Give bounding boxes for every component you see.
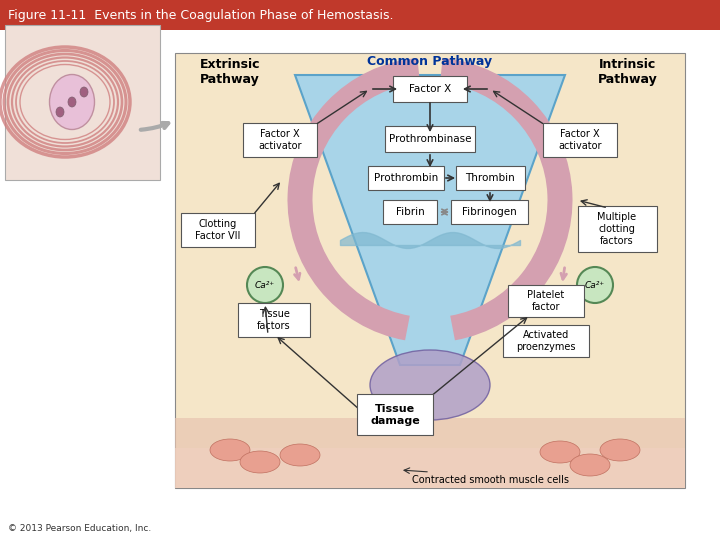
FancyBboxPatch shape [5,25,160,180]
Ellipse shape [600,439,640,461]
Text: © 2013 Pearson Education, Inc.: © 2013 Pearson Education, Inc. [8,523,151,532]
Text: Ca²⁺: Ca²⁺ [585,280,605,289]
Text: Common Pathway: Common Pathway [367,56,492,69]
Polygon shape [175,448,685,488]
FancyBboxPatch shape [578,206,657,252]
FancyBboxPatch shape [503,325,589,357]
Circle shape [577,267,613,303]
Polygon shape [175,418,685,488]
FancyBboxPatch shape [508,285,584,317]
Ellipse shape [68,97,76,107]
Text: Ca²⁺: Ca²⁺ [255,280,275,289]
FancyBboxPatch shape [393,76,467,102]
Text: Contracted smooth muscle cells: Contracted smooth muscle cells [412,475,569,485]
Ellipse shape [56,107,64,117]
Text: Factor X: Factor X [409,84,451,94]
Text: Fibrinogen: Fibrinogen [462,207,516,217]
Circle shape [247,267,283,303]
Text: Prothrombinase: Prothrombinase [389,134,472,144]
Text: Factor X
activator: Factor X activator [558,129,602,151]
Text: Extrinsic
Pathway: Extrinsic Pathway [199,58,260,86]
FancyBboxPatch shape [368,166,444,190]
FancyBboxPatch shape [175,53,685,488]
Ellipse shape [210,439,250,461]
Ellipse shape [540,441,580,463]
Text: Activated
proenzymes: Activated proenzymes [516,330,576,352]
Text: Thrombin: Thrombin [465,173,515,183]
FancyBboxPatch shape [238,303,310,337]
Text: Clotting
Factor VII: Clotting Factor VII [195,219,240,241]
Ellipse shape [50,75,94,130]
FancyBboxPatch shape [357,394,433,435]
Text: Multiple
clotting
factors: Multiple clotting factors [598,212,636,246]
FancyBboxPatch shape [383,200,437,224]
FancyBboxPatch shape [456,166,525,190]
FancyBboxPatch shape [0,0,720,30]
Ellipse shape [570,454,610,476]
Text: Prothrombin: Prothrombin [374,173,438,183]
Text: Figure 11-11  Events in the Coagulation Phase of Hemostasis.: Figure 11-11 Events in the Coagulation P… [8,9,394,22]
Text: Fibrin: Fibrin [395,207,424,217]
Polygon shape [295,75,565,365]
Text: Tissue
factors: Tissue factors [257,309,291,331]
Text: Factor X
activator: Factor X activator [258,129,302,151]
Ellipse shape [80,87,88,97]
FancyBboxPatch shape [181,213,255,247]
Ellipse shape [370,350,490,420]
Ellipse shape [240,451,280,473]
FancyBboxPatch shape [451,200,528,224]
Text: Tissue
damage: Tissue damage [370,404,420,426]
FancyBboxPatch shape [243,123,317,157]
FancyBboxPatch shape [543,123,617,157]
Text: Platelet
factor: Platelet factor [527,290,564,312]
Ellipse shape [280,444,320,466]
Text: Intrinsic
Pathway: Intrinsic Pathway [598,58,658,86]
FancyBboxPatch shape [385,126,475,152]
